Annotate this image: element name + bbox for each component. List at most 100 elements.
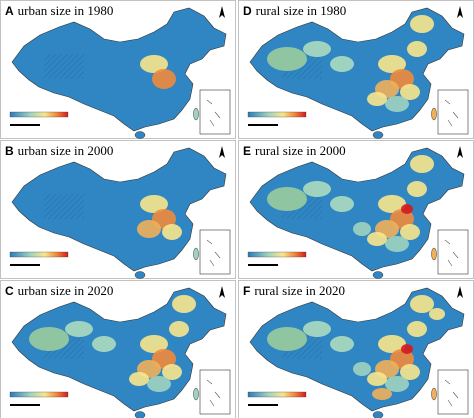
north-arrow bbox=[219, 6, 225, 18]
region bbox=[353, 222, 371, 236]
north-arrow bbox=[219, 286, 225, 298]
panel-letter: E bbox=[243, 144, 251, 158]
region bbox=[137, 220, 161, 238]
region bbox=[407, 181, 427, 197]
north-arrow bbox=[457, 6, 463, 18]
taiwan bbox=[431, 387, 437, 401]
region-colors bbox=[29, 295, 196, 392]
region bbox=[29, 327, 69, 351]
region bbox=[330, 56, 354, 72]
region bbox=[410, 155, 434, 173]
region bbox=[330, 336, 354, 352]
hatched-area bbox=[44, 54, 84, 79]
region bbox=[378, 195, 406, 213]
region bbox=[267, 187, 307, 211]
scale-bar bbox=[248, 264, 278, 266]
scale-bar bbox=[248, 124, 278, 126]
hainan bbox=[134, 131, 146, 139]
panel-letter: A bbox=[5, 4, 14, 18]
region bbox=[367, 232, 387, 246]
legend-bar bbox=[247, 251, 307, 258]
region bbox=[410, 15, 434, 33]
north-arrow bbox=[219, 146, 225, 158]
region bbox=[129, 372, 149, 386]
scale-bar bbox=[10, 404, 40, 406]
legend-bar bbox=[9, 391, 69, 398]
region bbox=[303, 41, 331, 57]
region bbox=[140, 195, 168, 213]
region bbox=[303, 181, 331, 197]
region bbox=[92, 336, 116, 352]
region bbox=[172, 295, 196, 313]
region bbox=[400, 364, 420, 380]
region bbox=[400, 224, 420, 240]
region bbox=[152, 69, 176, 89]
inset-islands bbox=[206, 99, 221, 127]
region bbox=[378, 55, 406, 73]
region bbox=[385, 376, 409, 392]
panel-letter: B bbox=[5, 144, 14, 158]
china-map bbox=[11, 147, 227, 279]
region-colors bbox=[267, 155, 434, 252]
region bbox=[410, 295, 434, 313]
panel-caption: rural size in 2000 bbox=[255, 143, 346, 158]
inset-islands bbox=[444, 99, 459, 127]
inset-islands bbox=[206, 379, 221, 407]
legend-bar bbox=[9, 111, 69, 118]
region bbox=[400, 84, 420, 100]
region bbox=[162, 224, 182, 240]
panel-caption: urban size in 2000 bbox=[18, 143, 114, 158]
taiwan bbox=[431, 247, 437, 261]
legend-bar bbox=[247, 111, 307, 118]
north-arrow bbox=[457, 146, 463, 158]
region-colors bbox=[44, 194, 182, 240]
region bbox=[140, 335, 168, 353]
hainan bbox=[134, 411, 146, 418]
hatched-area bbox=[44, 194, 84, 219]
taiwan bbox=[193, 387, 199, 401]
region bbox=[169, 321, 189, 337]
region bbox=[147, 376, 171, 392]
region bbox=[401, 344, 413, 354]
hainan bbox=[134, 271, 146, 279]
region bbox=[140, 55, 168, 73]
region bbox=[367, 92, 387, 106]
region bbox=[330, 196, 354, 212]
region bbox=[267, 47, 307, 71]
region bbox=[385, 96, 409, 112]
china-map bbox=[249, 147, 465, 279]
china-map bbox=[11, 7, 227, 139]
inset-islands bbox=[206, 239, 221, 267]
legend-bar bbox=[9, 251, 69, 258]
taiwan bbox=[431, 107, 437, 121]
region bbox=[429, 308, 445, 320]
china-map bbox=[11, 287, 227, 418]
region bbox=[407, 321, 427, 337]
scale-bar bbox=[248, 404, 278, 406]
region bbox=[378, 335, 406, 353]
region bbox=[353, 362, 371, 376]
inset-islands bbox=[444, 239, 459, 267]
region bbox=[401, 204, 413, 214]
north-arrow bbox=[457, 286, 463, 298]
scale-bar bbox=[10, 264, 40, 266]
panel-letter: C bbox=[5, 284, 14, 298]
panel-caption: rural size in 1980 bbox=[256, 3, 347, 18]
region bbox=[385, 236, 409, 252]
region bbox=[367, 372, 387, 386]
panel-letter: F bbox=[243, 284, 250, 298]
china-map bbox=[249, 287, 465, 418]
scale-bar bbox=[10, 124, 40, 126]
